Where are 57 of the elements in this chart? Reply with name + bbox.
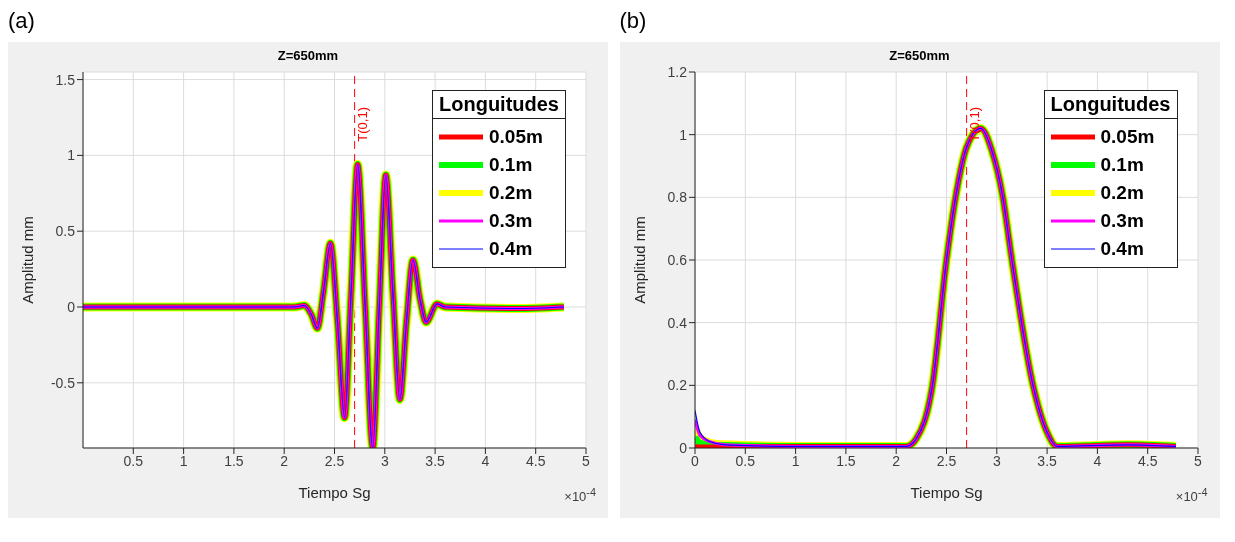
x-tick-label: 5	[1193, 452, 1202, 469]
y-tick-label: 0	[67, 298, 76, 315]
x-tick-label: 0.5	[735, 452, 755, 469]
x-axis-title: Tiempo Sg	[910, 484, 982, 501]
y-tick-label: 0.5	[55, 223, 76, 240]
x-tick-label: 2.5	[936, 452, 956, 469]
x-tick-label: 0.5	[123, 452, 144, 469]
y-tick-label: 1.5	[55, 71, 76, 88]
legend-label: 0.4m	[1100, 238, 1144, 260]
legend-title: Longuitudes	[1044, 91, 1177, 119]
x-tick-label: 4	[1093, 452, 1101, 469]
x-tick-label: 2	[280, 452, 289, 469]
chart-title: Z=650mm	[888, 48, 951, 63]
x-tick-label: 4.5	[525, 452, 546, 469]
x-tick-label: 3.5	[1036, 452, 1057, 469]
legend-label: 0.3m	[489, 210, 533, 232]
legend-label: 0.2m	[489, 182, 533, 204]
legend-label: 0.4m	[489, 238, 533, 260]
y-tick-label: 0.8	[667, 189, 687, 206]
legend-title: Longuitudes	[433, 91, 565, 119]
y-tick-label: 0.2	[667, 377, 687, 394]
y-tick-label: 1	[678, 126, 687, 143]
legend-label: 0.05m	[489, 126, 543, 148]
y-tick-label: 1.2	[667, 63, 687, 80]
x-tick-label: 2	[891, 452, 900, 469]
x-tick-label: 1.5	[224, 452, 244, 469]
y-axis-title: Amplitud mm	[630, 216, 648, 304]
text: ×10$^{-4}$	[564, 485, 596, 504]
y-tick-label: 0.6	[667, 251, 687, 268]
y-tick-label: -0.5	[50, 374, 76, 391]
x-tick-label: 2.5	[324, 452, 345, 469]
ref-line-label: T(0,1)	[966, 107, 982, 142]
ref-line-label: T(0,1)	[354, 107, 370, 142]
chart-title: Z=650mm	[276, 48, 340, 63]
text: (b)	[619, 8, 648, 35]
x-tick-label: 5	[582, 452, 591, 469]
x-tick-label: 0	[690, 452, 699, 469]
text: ×10$^{-4}$	[1175, 485, 1208, 504]
x-tick-label: 3	[380, 452, 389, 469]
legend-label: 0.05m	[1100, 126, 1155, 148]
y-tick-label: 0.4	[667, 314, 687, 331]
legend-label: 0.3m	[1100, 210, 1144, 232]
y-tick-label: 1	[67, 147, 76, 164]
x-tick-label: 4	[481, 452, 490, 469]
x-tick-label: 4.5	[1137, 452, 1158, 469]
legend-label: 0.2m	[1100, 182, 1144, 204]
legend-label: 0.1m	[489, 154, 533, 176]
x-axis-title: Tiempo Sg	[298, 484, 371, 501]
y-axis-title: Amplitud mm	[19, 216, 37, 304]
x-tick-label: 1.5	[835, 452, 856, 469]
y-tick-label: 0	[678, 439, 687, 456]
x-tick-label: 3	[992, 452, 1001, 469]
x-tick-label: 1	[791, 452, 800, 469]
legend-label: 0.1m	[1100, 154, 1144, 176]
x-tick-label: 3.5	[425, 452, 446, 469]
text: (a)	[8, 8, 36, 35]
x-tick-label: 1	[179, 452, 188, 469]
